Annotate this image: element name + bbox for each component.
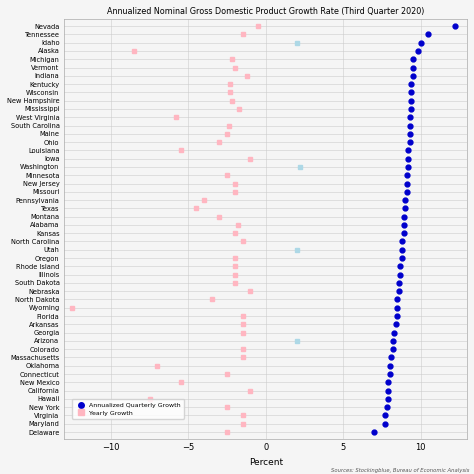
Text: Sources: Stockingblue, Bureau of Economic Analysis: Sources: Stockingblue, Bureau of Economi… bbox=[331, 468, 469, 473]
X-axis label: Percent: Percent bbox=[249, 458, 283, 467]
Legend: Annualized Quarterly Growth, Yearly Growth: Annualized Quarterly Growth, Yearly Grow… bbox=[72, 399, 184, 419]
Title: Annualized Nominal Gross Domestic Product Growth Rate (Third Quarter 2020): Annualized Nominal Gross Domestic Produc… bbox=[107, 7, 424, 16]
